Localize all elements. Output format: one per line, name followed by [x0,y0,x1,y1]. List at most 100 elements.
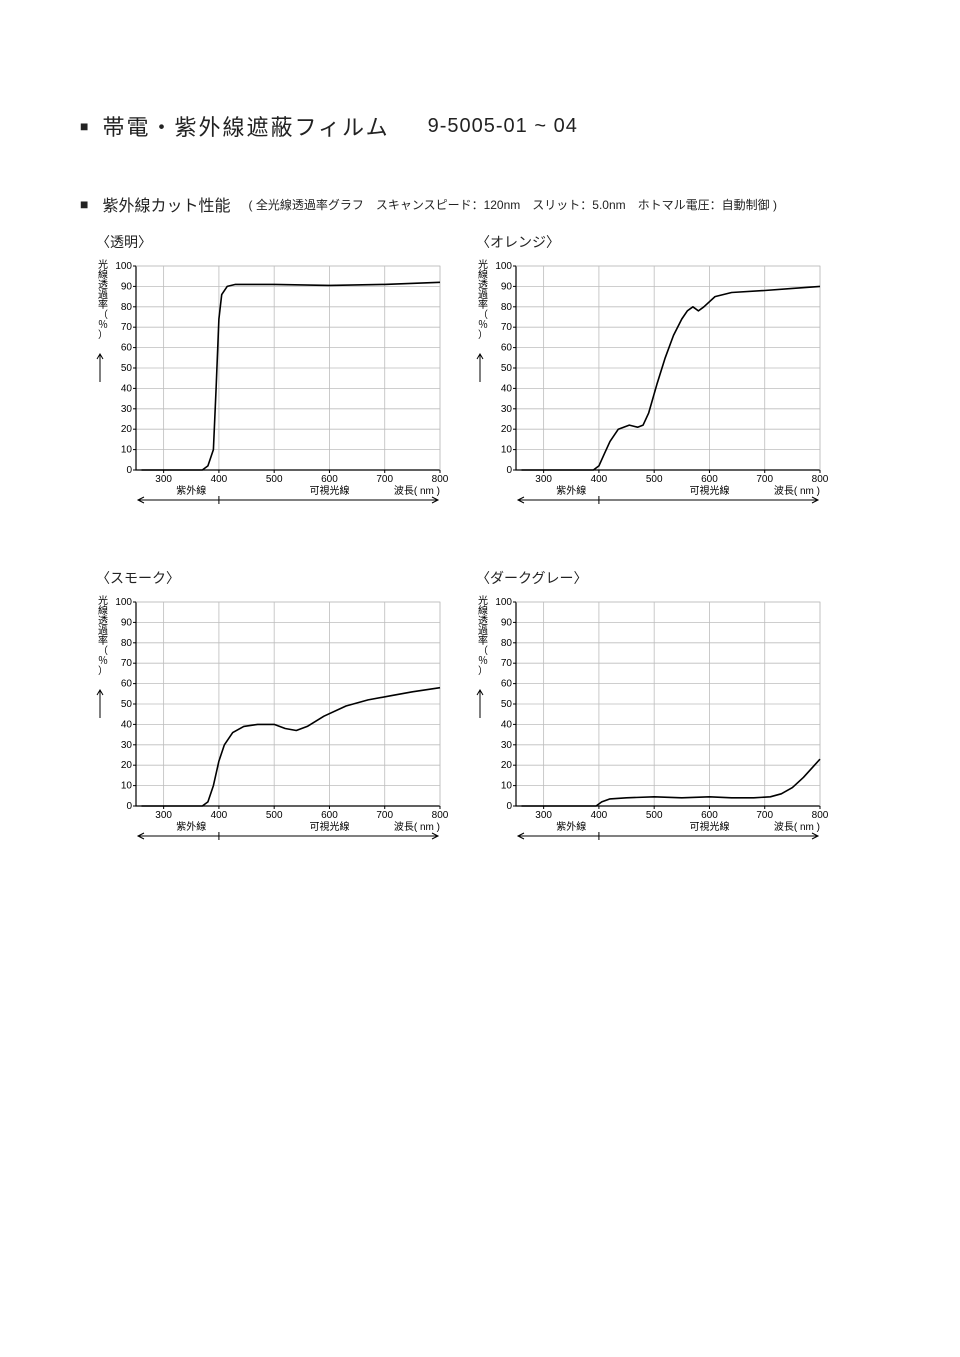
svg-text:30: 30 [501,404,513,415]
svg-text:700: 700 [756,810,773,821]
chart-svg: 0102030405060708090100300400500600700800… [460,258,840,528]
visible-range-label: 可視光線 [689,820,729,833]
arrow-up-icon [97,690,103,718]
svg-text:500: 500 [266,810,283,821]
svg-text:800: 800 [812,810,829,821]
svg-text:600: 600 [321,810,338,821]
subtitle-paren: ( 全光線透過率グラフ スキャンスピード：120nm スリット：5.0nm ホト… [248,196,776,213]
x-axis-label: 波長( nm ) [394,820,440,833]
svg-text:30: 30 [501,740,513,751]
svg-text:100: 100 [115,261,132,272]
svg-text:10: 10 [501,445,513,456]
arrow-left-icon [138,833,219,839]
visible-range-label: 可視光線 [689,484,729,497]
chart-title: 〈ダークグレー〉 [476,568,840,588]
svg-text:600: 600 [701,474,718,485]
svg-text:80: 80 [121,302,133,313]
uv-range-label: 紫外線 [556,820,586,833]
svg-text:800: 800 [432,474,449,485]
header-row: ■ 帯電・紫外線遮蔽フィルム 9-5005-01 ~ 04 [80,110,960,142]
bullet-icon: ■ [80,119,88,133]
chart-title: 〈透明〉 [96,232,460,252]
svg-text:300: 300 [155,810,172,821]
svg-text:80: 80 [501,638,513,649]
visible-range-label: 可視光線 [309,820,349,833]
arrow-right-icon [599,833,818,839]
arrow-right-icon [219,497,438,503]
svg-text:500: 500 [646,810,663,821]
page-title: 帯電・紫外線遮蔽フィルム [102,110,389,142]
svg-text:700: 700 [756,474,773,485]
y-axis-label: 光線透過率（％） [98,258,108,341]
x-axis-label: 波長( nm ) [394,484,440,497]
svg-text:70: 70 [501,322,513,333]
svg-text:300: 300 [535,810,552,821]
uv-range-label: 紫外線 [176,484,206,497]
svg-text:0: 0 [506,801,512,812]
svg-text:600: 600 [321,474,338,485]
svg-text:70: 70 [121,322,133,333]
chart-title: 〈オレンジ〉 [476,232,840,252]
svg-text:10: 10 [121,781,133,792]
svg-text:10: 10 [121,445,133,456]
svg-text:10: 10 [501,781,513,792]
y-axis-label: 光線透過率（％） [478,258,488,341]
svg-text:40: 40 [501,383,513,394]
arrow-up-icon [477,690,483,718]
svg-text:300: 300 [155,474,172,485]
svg-text:0: 0 [126,465,132,476]
svg-text:90: 90 [121,617,133,628]
y-axis-label: 光線透過率（％） [478,594,488,677]
uv-range-label: 紫外線 [556,484,586,497]
svg-text:400: 400 [211,810,228,821]
svg-text:700: 700 [376,810,393,821]
data-series [522,286,821,470]
chart-svg: 0102030405060708090100300400500600700800… [80,594,460,864]
subtitle-label: 紫外線カット性能 [102,192,230,216]
svg-text:50: 50 [501,363,513,374]
page: ■ 帯電・紫外線遮蔽フィルム 9-5005-01 ~ 04 ■ 紫外線カット性能… [0,0,960,1357]
chart-block: 〈透明〉010203040506070809010030040050060070… [80,232,460,528]
svg-text:400: 400 [211,474,228,485]
chart-block: 〈ダークグレー〉01020304050607080901003004005006… [460,568,840,864]
uv-range-label: 紫外線 [176,820,206,833]
svg-text:80: 80 [501,302,513,313]
arrow-left-icon [518,833,599,839]
svg-text:100: 100 [495,261,512,272]
svg-text:800: 800 [812,474,829,485]
svg-text:100: 100 [115,597,132,608]
svg-text:30: 30 [121,404,133,415]
subtitle-row: ■ 紫外線カット性能 ( 全光線透過率グラフ スキャンスピード：120nm スリ… [80,192,960,216]
svg-text:40: 40 [121,383,133,394]
arrow-left-icon [138,497,219,503]
x-axis-label: 波長( nm ) [774,820,820,833]
svg-text:700: 700 [376,474,393,485]
arrow-right-icon [599,497,818,503]
svg-text:90: 90 [121,281,133,292]
arrow-right-icon [219,833,438,839]
svg-text:600: 600 [701,810,718,821]
x-axis-label: 波長( nm ) [774,484,820,497]
visible-range-label: 可視光線 [309,484,349,497]
svg-text:50: 50 [121,363,133,374]
svg-text:70: 70 [121,658,133,669]
arrow-up-icon [97,354,103,382]
chart-svg: 0102030405060708090100300400500600700800… [460,594,840,864]
svg-text:40: 40 [501,719,513,730]
svg-text:90: 90 [501,617,513,628]
data-series [142,282,441,470]
svg-text:800: 800 [432,810,449,821]
svg-text:30: 30 [121,740,133,751]
svg-text:500: 500 [646,474,663,485]
svg-text:50: 50 [121,699,133,710]
data-series [522,759,821,806]
svg-text:0: 0 [126,801,132,812]
svg-text:60: 60 [121,343,133,354]
svg-text:70: 70 [501,658,513,669]
svg-text:60: 60 [121,679,133,690]
svg-text:20: 20 [501,424,513,435]
svg-text:50: 50 [501,699,513,710]
svg-text:300: 300 [535,474,552,485]
svg-text:0: 0 [506,465,512,476]
chart-block: 〈オレンジ〉0102030405060708090100300400500600… [460,232,840,528]
